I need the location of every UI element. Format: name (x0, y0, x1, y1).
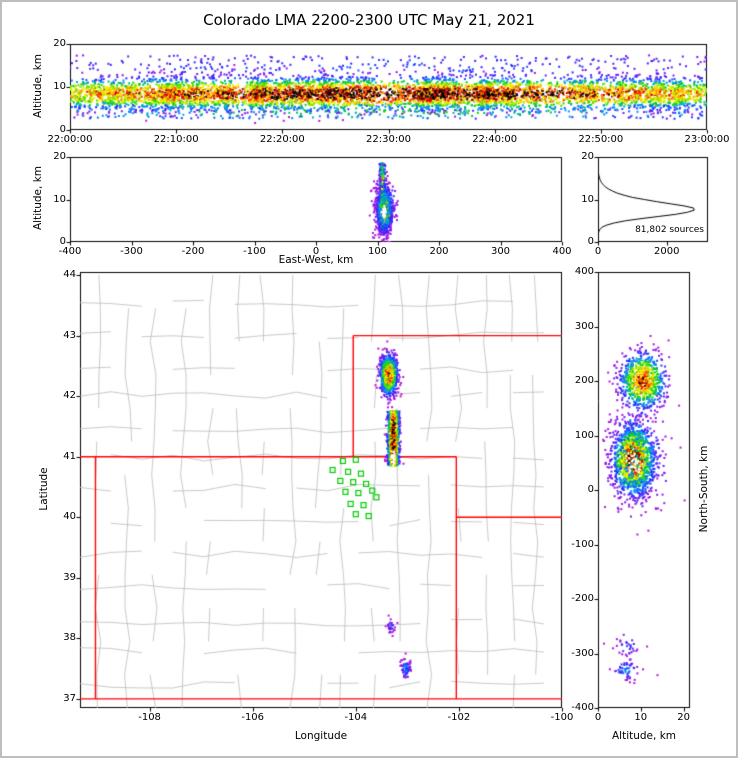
tick-label-x: 10 (634, 712, 648, 723)
tick-label-y: 37 (63, 692, 76, 704)
tick-label-y: -100 (571, 538, 594, 550)
source-count-annotation: 81,802 sources (635, 225, 704, 235)
tick-label-y: 300 (574, 320, 594, 332)
tick-label-x: 22:00:00 (47, 134, 93, 145)
tick-label-x: 22:50:00 (578, 134, 624, 145)
tick-label-x: 2000 (654, 246, 680, 257)
tick-label-x: 0 (594, 246, 602, 257)
tick-label-y: 20 (53, 151, 66, 162)
tick-label-y: 20 (581, 151, 594, 162)
east-west-height-scatter-canvas (65, 152, 567, 247)
time-height-scatter-canvas (65, 39, 712, 135)
tick-label-y: 10 (53, 193, 66, 205)
tick-label-x: 300 (490, 246, 511, 257)
tick-label-x: 23:00:00 (684, 134, 730, 145)
tick-label-x: 22:30:00 (366, 134, 411, 145)
tick-label-y: 400 (574, 266, 594, 277)
tick-label-y: -200 (571, 593, 594, 604)
tick-label-y: 0 (59, 236, 66, 247)
north-south-xlabel: Altitude, km (611, 730, 676, 742)
tick-label-x: -300 (120, 246, 143, 257)
map-ylabel: Latitude (38, 467, 50, 511)
tick-label-x: -104 (344, 712, 368, 723)
plan-view-map-canvas (75, 267, 567, 713)
tick-label-x: -100 (550, 712, 574, 723)
tick-label-y: 20 (53, 38, 66, 49)
tick-label-x: -400 (58, 246, 82, 257)
tick-label-y: 40 (63, 511, 76, 523)
tick-label-y: 200 (574, 375, 594, 386)
tick-label-x: -102 (447, 712, 471, 723)
map-xlabel: Longitude (294, 730, 348, 742)
tick-label-y: 0 (59, 124, 66, 135)
tick-label-x: -200 (181, 246, 205, 257)
east-west-xlabel: East-West, km (278, 254, 354, 266)
tick-label-x: 0 (594, 712, 602, 723)
tick-label-x: 20 (677, 712, 690, 723)
tick-label-x: 400 (552, 246, 572, 257)
tick-label-y: 100 (574, 429, 594, 441)
tick-label-x: 100 (367, 246, 388, 257)
tick-label-y: 39 (63, 571, 76, 583)
figure-title: Colorado LMA 2200-2300 UTC May 21, 2021 (203, 11, 535, 29)
tick-label-x: -100 (243, 246, 266, 257)
tick-label-y: 38 (63, 632, 76, 644)
tick-label-x: -106 (241, 712, 265, 723)
tick-label-y: -300 (571, 647, 594, 659)
north-south-height-scatter-canvas (593, 267, 695, 713)
tick-label-x: 22:10:00 (153, 134, 199, 145)
tick-label-x: 22:20:00 (259, 134, 305, 145)
tick-label-x: 0 (312, 246, 320, 257)
tick-label-y: -400 (571, 702, 594, 713)
tick-label-x: 200 (429, 246, 449, 257)
tick-label-y: 44 (63, 269, 76, 281)
tick-label-y: 43 (63, 329, 76, 341)
tick-label-x: 22:40:00 (472, 134, 518, 145)
tick-label-y: 10 (581, 193, 594, 205)
tick-label-y: 10 (53, 81, 66, 92)
altitude-histogram-canvas (593, 152, 713, 247)
tick-label-y: 0 (587, 236, 594, 247)
tick-label-x: -108 (138, 712, 161, 723)
tick-label-y: 42 (63, 390, 76, 402)
north-south-ylabel: North-South, km (698, 445, 710, 533)
tick-label-y: 0 (587, 484, 594, 495)
tick-label-y: 41 (63, 450, 76, 462)
